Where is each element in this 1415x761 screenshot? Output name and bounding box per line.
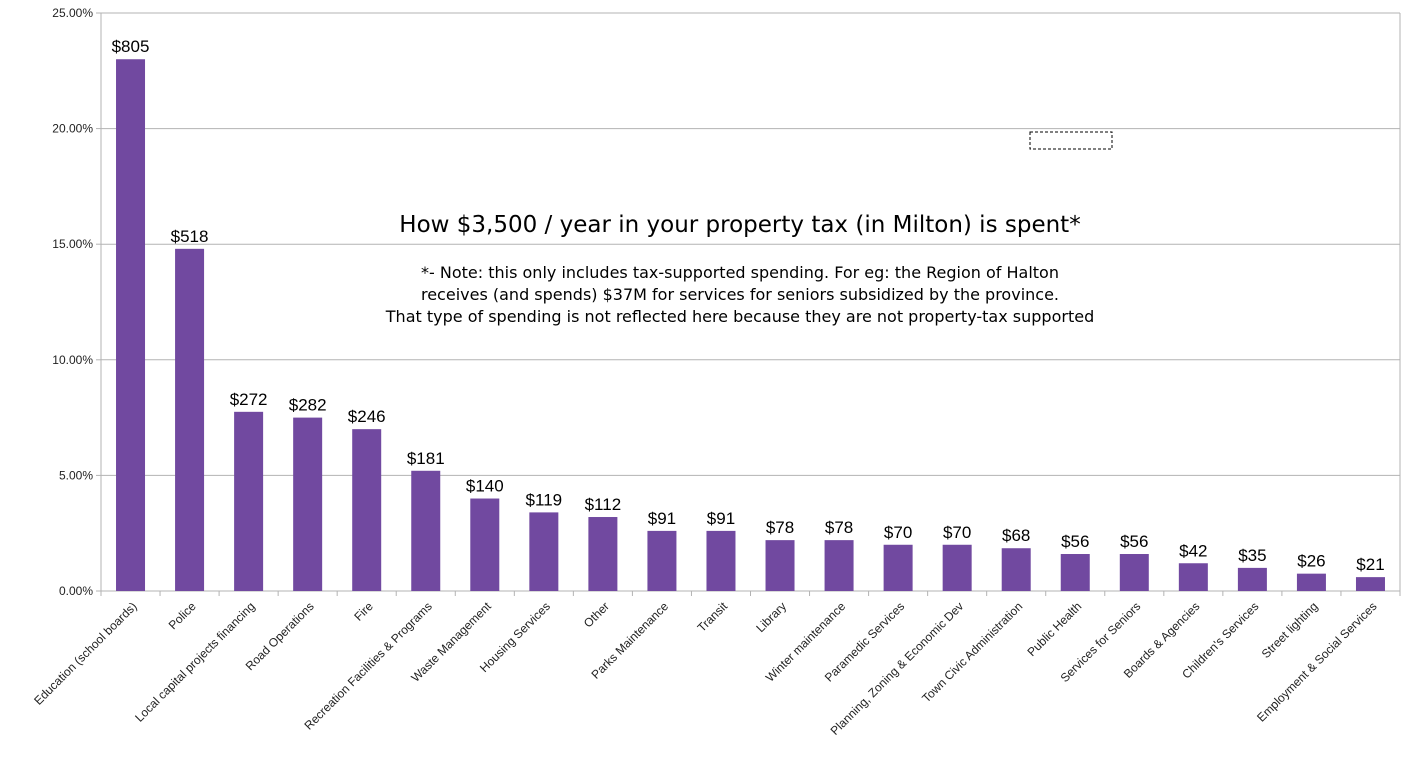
- data-label: $91: [648, 509, 676, 528]
- y-tick-label: 25.00%: [52, 6, 93, 20]
- category-label: Fire: [351, 599, 376, 624]
- bar: [411, 470, 441, 591]
- note-line-3: That type of spending is not reflected h…: [385, 307, 1094, 326]
- data-label: $56: [1061, 532, 1089, 551]
- bars: [116, 59, 1385, 592]
- data-label: $282: [289, 396, 327, 415]
- bar: [1060, 554, 1090, 591]
- data-label: $181: [407, 449, 445, 468]
- data-label: $68: [1002, 526, 1030, 545]
- y-tick-label: 15.00%: [52, 237, 93, 251]
- bar: [765, 540, 795, 591]
- data-label: $112: [585, 495, 622, 514]
- y-tick-label: 20.00%: [52, 122, 93, 136]
- bar: [116, 59, 146, 592]
- category-label: Other: [581, 599, 612, 630]
- data-label: $78: [825, 518, 853, 537]
- bar: [706, 530, 736, 591]
- data-label: $70: [943, 523, 971, 542]
- bar: [1237, 567, 1267, 591]
- note-line-1: *- Note: this only includes tax-supporte…: [421, 263, 1059, 282]
- bar: [1178, 563, 1208, 591]
- data-label: $246: [348, 407, 386, 426]
- bar: [1296, 573, 1326, 591]
- y-axis: 0.00% 5.00% 10.00% 15.00% 20.00% 25.00%: [52, 6, 101, 598]
- bar: [647, 530, 677, 591]
- category-label: Police: [166, 599, 199, 632]
- bar: [293, 417, 323, 591]
- bar: [883, 544, 913, 591]
- bar: [529, 512, 559, 591]
- data-label: $272: [230, 390, 268, 409]
- data-label: $518: [171, 227, 209, 246]
- chart-title: How $3,500 / year in your property tax (…: [399, 212, 1080, 238]
- y-tick-label: 10.00%: [52, 353, 93, 367]
- bar: [1119, 554, 1149, 591]
- data-label: $70: [884, 523, 912, 542]
- category-label: Local capital projects financing: [132, 599, 257, 724]
- y-tick-label: 5.00%: [59, 468, 93, 482]
- data-label: $35: [1238, 546, 1266, 565]
- bar: [234, 411, 264, 591]
- bar: [175, 248, 205, 591]
- bar: [352, 429, 382, 591]
- data-label: $140: [466, 477, 504, 496]
- category-label: Town Civic Administration: [919, 599, 1025, 705]
- data-label: $42: [1179, 541, 1207, 560]
- data-label: $805: [112, 37, 150, 56]
- data-label: $26: [1297, 552, 1325, 571]
- data-label: $56: [1120, 532, 1148, 551]
- empty-dashed-box: [1029, 131, 1113, 150]
- data-label: $78: [766, 518, 794, 537]
- bar: [1355, 577, 1385, 591]
- category-label: Street lighting: [1259, 599, 1321, 661]
- bar: [824, 540, 854, 591]
- category-label: Library: [753, 599, 789, 635]
- y-tick-label: 0.00%: [59, 584, 93, 598]
- bar: [470, 498, 500, 591]
- bar: [1001, 548, 1031, 591]
- category-label: Recreation Facilities & Programs: [301, 599, 434, 732]
- data-label: $119: [526, 490, 563, 509]
- category-label: Employment & Social Services: [1254, 599, 1379, 724]
- data-label: $21: [1356, 555, 1384, 574]
- category-label: Transit: [695, 599, 731, 635]
- bar: [942, 544, 972, 591]
- category-label: Public Health: [1024, 599, 1084, 659]
- data-label: $91: [707, 509, 735, 528]
- note-line-2: receives (and spends) $37M for services …: [421, 285, 1059, 304]
- data-labels: $805 $518 $272 $282 $246 $181 $140 $119 $112 $91 $…: [112, 37, 1385, 574]
- category-label: Education (school boards): [31, 599, 139, 707]
- bar: [588, 517, 618, 591]
